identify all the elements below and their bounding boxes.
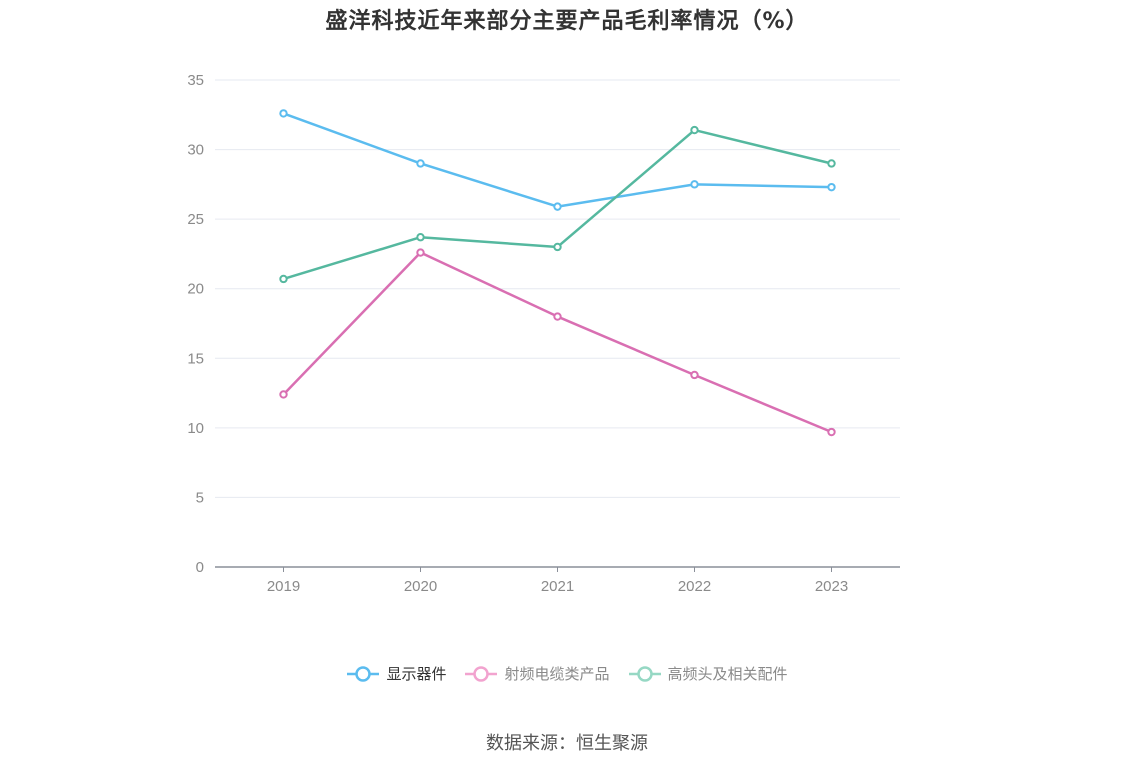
data-point[interactable] <box>827 159 836 168</box>
legend: 显示器件 射频电缆类产品 高频头及相关配件 <box>0 663 1134 684</box>
y-tick-label: 15 <box>187 350 204 367</box>
x-tick-label: 2021 <box>541 578 574 595</box>
y-tick-label: 35 <box>187 72 204 89</box>
y-tick-label: 25 <box>187 211 204 228</box>
y-tick-label: 5 <box>196 489 204 506</box>
series-0 <box>279 109 836 211</box>
legend-label: 高频头及相关配件 <box>667 665 788 683</box>
series-layer <box>279 109 836 437</box>
data-point[interactable] <box>553 242 562 252</box>
data-point[interactable] <box>827 427 836 437</box>
data-point[interactable] <box>690 370 699 380</box>
legend-marker-icon <box>465 665 498 682</box>
legend-marker-icon <box>628 665 661 682</box>
data-point[interactable] <box>279 274 288 284</box>
data-point[interactable] <box>553 312 562 321</box>
x-tick-label: 2019 <box>267 578 300 595</box>
x-tick-label: 2020 <box>404 578 437 595</box>
y-tick-label: 20 <box>187 281 204 298</box>
data-point[interactable] <box>416 233 425 242</box>
data-point[interactable] <box>416 159 425 168</box>
y-axis: 0 5 10 15 20 25 30 35 <box>187 72 204 576</box>
series-1 <box>279 248 836 437</box>
y-tick-label: 30 <box>187 142 204 159</box>
data-point[interactable] <box>279 390 288 399</box>
x-tick-label: 2022 <box>678 578 711 595</box>
series-line <box>282 251 832 434</box>
data-point[interactable] <box>690 125 699 135</box>
series-line <box>283 112 832 208</box>
data-point[interactable] <box>416 248 425 257</box>
x-axis: 2019 2020 2021 2022 2023 <box>215 566 900 595</box>
x-tick-label: 2023 <box>815 578 848 595</box>
y-tick-label: 0 <box>196 559 204 576</box>
data-point[interactable] <box>690 180 699 189</box>
data-source: 数据来源：恒生聚源 <box>486 733 648 754</box>
series-2 <box>279 125 836 284</box>
legend-item[interactable]: 高频头及相关配件 <box>628 663 788 684</box>
y-tick-label: 10 <box>187 420 204 437</box>
data-point[interactable] <box>279 109 288 118</box>
data-point[interactable] <box>827 182 836 192</box>
legend-item[interactable]: 射频电缆类产品 <box>464 663 610 684</box>
legend-label: 射频电缆类产品 <box>504 665 610 683</box>
data-point[interactable] <box>553 202 562 211</box>
legend-label: 显示器件 <box>386 665 447 683</box>
chart-title: 盛洋科技近年来部分主要产品毛利率情况（%） <box>325 9 809 34</box>
grid-lines <box>215 79 900 498</box>
legend-marker-icon <box>347 665 380 682</box>
legend-item[interactable]: 显示器件 <box>346 663 446 684</box>
